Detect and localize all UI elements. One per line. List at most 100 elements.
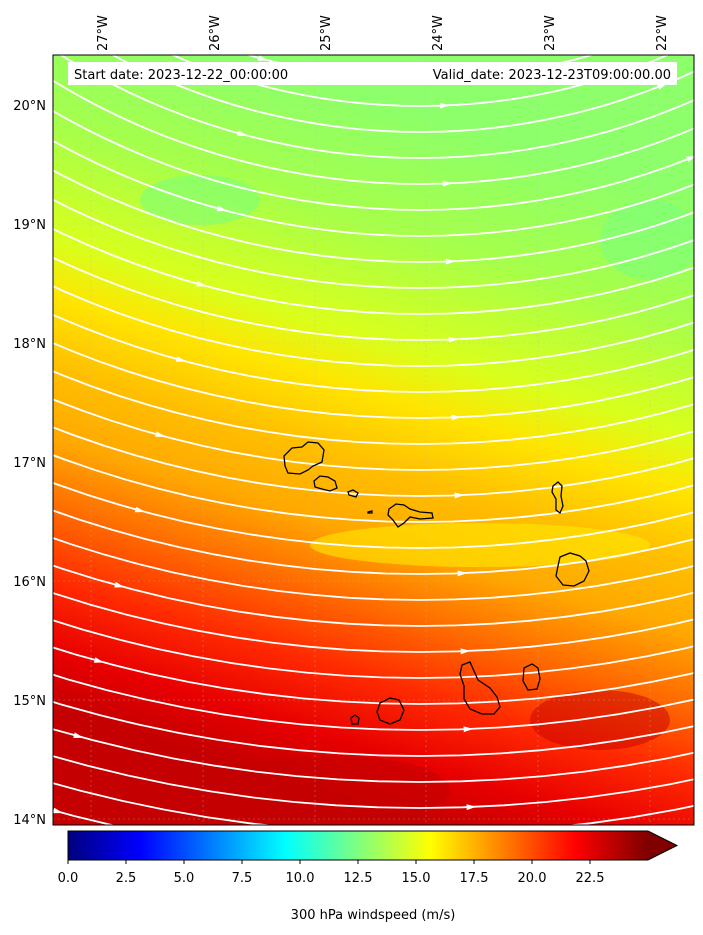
- streamline-arrow: [196, 280, 207, 287]
- colorbar-tick-label: 15.0: [402, 871, 431, 886]
- streamline-arrow: [53, 807, 63, 814]
- lat-label: 20°N: [13, 99, 46, 114]
- streamline: [53, 227, 694, 315]
- streamlines: [0, 0, 703, 860]
- streamline: [53, 592, 694, 653]
- streamline: [53, 313, 694, 393]
- lon-label: 25°W: [319, 15, 334, 51]
- island-sao-vicente-outline: [313, 475, 338, 492]
- lat-label: 19°N: [13, 218, 46, 233]
- lon-label: 27°W: [96, 15, 111, 51]
- lat-label: 15°N: [13, 694, 46, 709]
- lon-label: 22°W: [655, 15, 670, 51]
- lon-label: 26°W: [208, 15, 223, 51]
- streamline: [170, 55, 670, 107]
- valid-date-label: Valid_date: 2023-12-23T09:00:00.00: [433, 68, 671, 83]
- latitude-labels: 20°N 19°N 18°N 17°N 16°N 15°N 14°N: [13, 99, 46, 828]
- jet-core-shading: [210, 755, 450, 825]
- streamline-arrow: [454, 492, 465, 499]
- island-fogo-outline: [376, 697, 405, 725]
- streamline: [53, 755, 694, 809]
- lon-label: 24°W: [431, 15, 446, 51]
- streamline: [53, 285, 694, 367]
- colorbar-extend-arrow: [648, 831, 677, 860]
- colorbar-tick-label: 0.0: [58, 871, 79, 886]
- streamline-arrow: [686, 155, 694, 162]
- colorbar-tick-label: 17.5: [460, 871, 489, 886]
- streamline: [53, 370, 694, 445]
- colorbar-body: [68, 831, 648, 860]
- streamline-arrow: [114, 581, 125, 588]
- colorbar-tick-label: 5.0: [174, 871, 195, 886]
- streamline: [59, 55, 694, 159]
- streamline-arrow: [237, 130, 248, 136]
- streamline: [53, 79, 694, 185]
- streamline-arrow: [460, 648, 471, 655]
- island-maio-outline: [522, 663, 541, 691]
- island-santiago-outline: [459, 661, 501, 715]
- streamline-arrow: [93, 657, 104, 663]
- colorbar-label: 300 hPa windspeed (m/s): [291, 908, 456, 923]
- island-boa-vista-outline: [555, 552, 590, 587]
- header-box: [68, 62, 677, 85]
- streamline-arrow: [442, 180, 453, 187]
- colorbar-tick-label: 7.5: [232, 871, 253, 886]
- streamline-arrow: [155, 431, 166, 437]
- streamline: [110, 55, 694, 133]
- streamline: [53, 701, 694, 757]
- streamline-arrow: [448, 336, 459, 343]
- streamline: [53, 169, 694, 263]
- streamline: [53, 509, 694, 575]
- streamline: [53, 564, 694, 627]
- colorbar-outline: [67, 830, 679, 861]
- streamline-arrow: [445, 258, 456, 265]
- streamline: [53, 481, 694, 549]
- island-sao-nicolau-outline: [387, 503, 434, 528]
- lat-label: 17°N: [13, 456, 46, 471]
- colorbar-tick-label: 22.5: [576, 871, 605, 886]
- coastlines: [283, 441, 590, 725]
- streamline: [53, 646, 694, 705]
- longitude-labels: 27°W 26°W 25°W 24°W 23°W 22°W: [96, 15, 670, 51]
- lat-label: 14°N: [13, 813, 46, 828]
- colorbar-tick-label: 2.5: [116, 871, 137, 886]
- streamline: [53, 398, 694, 471]
- island-brava-outline: [350, 714, 360, 725]
- colorbar-ticks: 0.0 2.5 5.0 7.5 10.0 12.5 15.0 17.5 20.0 22.5: [58, 860, 605, 886]
- streamline: [53, 673, 694, 731]
- colorbar-tick-label: 20.0: [518, 871, 547, 886]
- map-frame: [52, 54, 695, 826]
- lat-label: 18°N: [13, 337, 46, 352]
- streamline-arrow: [451, 414, 462, 421]
- streamline: [53, 198, 694, 289]
- colorbar-tick-label: 12.5: [344, 871, 373, 886]
- lon-label: 23°W: [543, 15, 558, 51]
- streamline-arrow: [134, 506, 145, 513]
- streamline: [53, 109, 694, 211]
- island-santo-antao-outline: [283, 441, 325, 475]
- streamline: [53, 139, 694, 237]
- streamline: [53, 619, 694, 679]
- streamline: [53, 342, 694, 419]
- map-plot-area: Start date: 2023-12-22_00:00:00 Valid_da…: [0, 0, 703, 860]
- jet-core-shading: [530, 690, 670, 750]
- start-date-label: Start date: 2023-12-22_00:00:00: [74, 68, 288, 83]
- streamline-arrow: [457, 570, 468, 577]
- jet-core-shading: [310, 523, 650, 567]
- jet-core-shading: [53, 560, 230, 740]
- streamline: [53, 454, 694, 523]
- streamline-arrow: [216, 205, 228, 212]
- streamline: [53, 426, 694, 497]
- streamline-arrow: [175, 356, 186, 362]
- island-islet-outline: [367, 510, 373, 514]
- colorbar-tick-label: 10.0: [286, 871, 315, 886]
- streamline-arrow: [439, 102, 450, 109]
- island-santa-luzia-outline: [347, 489, 359, 498]
- streamline-arrow: [73, 732, 84, 738]
- streamline: [53, 728, 694, 783]
- colorbar: 0.0 2.5 5.0 7.5 10.0 12.5 15.0 17.5 20.0 22.5 300…: [58, 830, 679, 923]
- streamline: [53, 256, 694, 341]
- streamline: [53, 537, 694, 601]
- streamline-arrow: [463, 726, 474, 733]
